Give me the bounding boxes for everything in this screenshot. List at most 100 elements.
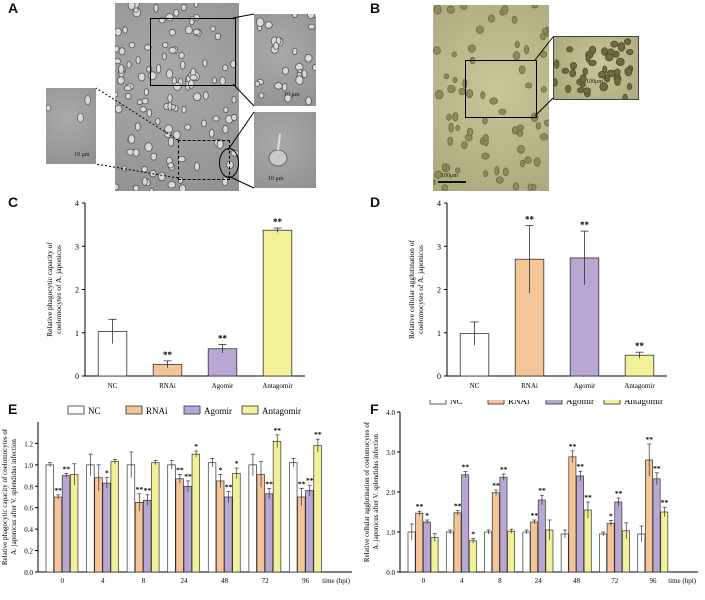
- bar-rnai: [297, 496, 306, 573]
- cell-shape: [150, 152, 157, 161]
- cell-shape: [273, 42, 280, 50]
- cell-shape: [481, 152, 490, 160]
- cell-shape: [208, 128, 215, 138]
- significance-mark: **: [653, 464, 661, 473]
- x-tick-label: 96: [302, 577, 310, 585]
- significance-mark: **: [525, 214, 535, 224]
- cell-shape: [452, 112, 459, 122]
- cell-shape: [301, 69, 308, 79]
- cell-shape: [498, 108, 507, 115]
- significance-mark: **: [531, 511, 539, 520]
- cell-shape: [520, 159, 526, 168]
- cell-shape: [143, 44, 152, 51]
- cell-shape: [599, 82, 608, 92]
- chart-d: 0 1 2 3 4 NC ** RNAi ** Agomir ** Antagomir Relative…: [407, 199, 667, 390]
- cell-shape: [123, 85, 132, 92]
- cell-shape: [307, 14, 315, 19]
- cell-shape: [115, 183, 120, 191]
- y-tick-label: 0.8: [24, 483, 33, 491]
- cell-shape: [118, 47, 126, 56]
- cell-shape: [434, 170, 443, 179]
- x-tick-label: NC: [470, 382, 480, 390]
- y-tick-label: 0.2: [24, 548, 33, 556]
- legend-label: Agomir: [566, 400, 594, 406]
- cell-shape: [214, 32, 222, 41]
- bar-agomir: [614, 501, 623, 573]
- y-tick-label: 3: [437, 242, 441, 251]
- bar-agomir: [461, 474, 470, 573]
- cell-shape: [615, 57, 625, 67]
- scale-label: 10 μm: [284, 92, 300, 98]
- x-tick-label: 48: [221, 577, 229, 585]
- cell-shape: [452, 76, 458, 84]
- significance-mark: **: [661, 498, 669, 507]
- cell-shape: [533, 157, 541, 167]
- bar-agomir: [537, 499, 546, 573]
- cell-shape: [610, 40, 619, 48]
- bar-agomir: [264, 493, 274, 573]
- legend-label: Antagomir: [262, 406, 301, 416]
- cell-shape: [149, 187, 154, 191]
- x-tick-label: 0: [60, 577, 64, 585]
- cell-shape: [177, 176, 184, 184]
- y-label-line: Relative phagocytic capacity of coelomoc…: [1, 428, 9, 565]
- cell-shape: [511, 15, 518, 24]
- legend-swatch: [183, 405, 201, 415]
- cell-shape: [305, 96, 312, 106]
- bar-antagomir: [468, 540, 477, 573]
- cell-shape: [624, 38, 632, 46]
- cell-shape: [441, 163, 447, 171]
- cell-shape: [222, 64, 228, 72]
- y-axis-label: Relative phagocytic capacity of coelomoc…: [1, 428, 18, 565]
- cell-shape: [626, 48, 634, 56]
- significance-mark: **: [416, 502, 424, 511]
- cell-shape: [455, 124, 461, 131]
- cell-shape: [141, 177, 148, 186]
- significance-mark: **: [63, 464, 71, 473]
- y-label-line: Relative phagocytic capacity of: [45, 242, 54, 337]
- cell-shape: [566, 46, 574, 53]
- cell-shape: [501, 5, 509, 15]
- significance-mark: **: [492, 481, 500, 490]
- bar-antagomir: [624, 354, 655, 377]
- significance-mark: *: [235, 459, 239, 468]
- y-tick-label: 4.0: [386, 409, 395, 417]
- significance-mark: **: [136, 485, 144, 494]
- cell-shape: [173, 82, 182, 91]
- cell-shape: [539, 133, 549, 141]
- cell-shape: [115, 104, 123, 114]
- cell-shape: [512, 51, 521, 61]
- cell-shape: [284, 93, 292, 103]
- significance-mark: **: [225, 483, 233, 492]
- legend-swatch: [67, 405, 85, 415]
- cell-shape: [166, 69, 174, 79]
- cell-shape: [189, 74, 198, 81]
- cell-shape: [511, 126, 519, 135]
- cell-field: [115, 3, 239, 191]
- cell-shape: [465, 89, 474, 99]
- cell-shape: [185, 25, 193, 35]
- cell-shape: [192, 92, 202, 102]
- legend-swatch: [487, 400, 505, 405]
- bar-rnai: [134, 502, 144, 573]
- y-tick-label: 2: [75, 286, 79, 295]
- cell-shape: [466, 127, 474, 137]
- significance-mark: **: [144, 486, 152, 495]
- cell-shape: [606, 69, 616, 78]
- cell-shape: [153, 3, 159, 13]
- cell-shape: [230, 60, 237, 68]
- bar-rnai: [216, 480, 225, 573]
- significance-mark: *: [609, 511, 613, 520]
- bar-rnai: [175, 478, 184, 573]
- y-tick-label: 0.0: [24, 569, 33, 577]
- cell-shape: [569, 69, 577, 78]
- x-tick-label: Antagomir: [624, 382, 655, 390]
- legend-label: RNAi: [508, 400, 530, 406]
- bar-agomir: [207, 348, 238, 377]
- panel-letter-d: D: [370, 194, 381, 210]
- cell-shape: [122, 26, 128, 34]
- legend-label: RNAi: [146, 406, 168, 416]
- cell-shape: [582, 67, 589, 76]
- bar-agomir: [61, 475, 71, 573]
- bar-antagomir: [660, 511, 669, 573]
